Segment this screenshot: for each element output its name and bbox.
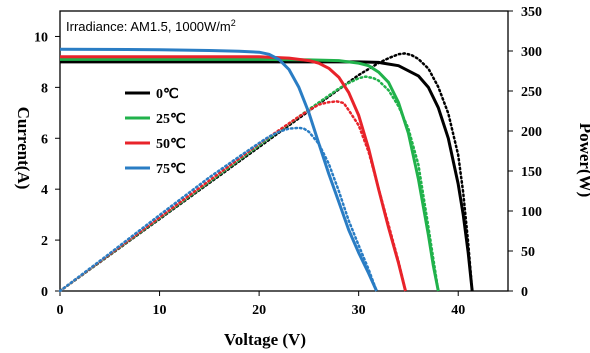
y-right-axis-title: Power(W) <box>576 123 590 198</box>
axes <box>59 10 509 292</box>
y-left-axis-title: Current(A) <box>14 107 33 190</box>
y-left-tick-label: 0 <box>41 285 48 300</box>
y-right-tick-label: 150 <box>521 165 542 180</box>
power-line-0c <box>58 52 474 293</box>
y-left-tick-label: 6 <box>41 132 48 147</box>
current-line-75c <box>59 47 378 292</box>
y-left-tick-label: 10 <box>34 30 48 45</box>
current-line-25c <box>60 57 440 292</box>
annotation-superscript: 2 <box>231 18 236 28</box>
legend-label-50c: 50℃ <box>156 137 186 152</box>
plot-frame <box>59 10 509 292</box>
y-right-tick-label: 200 <box>521 125 542 140</box>
power-line-25c <box>58 75 440 293</box>
legend-label-75c: 75℃ <box>156 162 186 177</box>
legend: 0℃ 25℃ 50℃ 75℃ <box>125 87 186 177</box>
x-tick-label: 30 <box>352 303 366 318</box>
irradiance-annotation: Irradiance: AM1.5, 1000W/m2 <box>66 18 236 34</box>
x-tick-label: 20 <box>252 303 266 318</box>
current-line-50c <box>60 55 407 292</box>
y-right-tick-label: 100 <box>521 205 542 220</box>
power-line-50c <box>58 100 407 293</box>
legend-label-25c: 25℃ <box>156 112 186 127</box>
y-right-tick-label: 250 <box>521 85 542 100</box>
series-lines <box>58 47 474 293</box>
legend-label-0c: 0℃ <box>156 87 179 102</box>
y-right-tick-label: 300 <box>521 45 542 60</box>
y-left-tick-label: 4 <box>41 183 48 198</box>
x-tick-label: 40 <box>451 303 465 318</box>
power-line-75c <box>58 126 378 293</box>
x-tick-label: 10 <box>153 303 167 318</box>
x-tick-label: 0 <box>57 303 64 318</box>
y-left-tick-label: 2 <box>41 234 48 249</box>
y-right-tick-label: 0 <box>521 285 528 300</box>
y-left-tick-label: 8 <box>41 81 48 96</box>
current-line-0c <box>60 60 474 292</box>
y-right-tick-label: 50 <box>521 245 535 260</box>
y-right-tick-label: 350 <box>521 5 542 20</box>
x-axis-title: Voltage (V) <box>224 330 306 349</box>
